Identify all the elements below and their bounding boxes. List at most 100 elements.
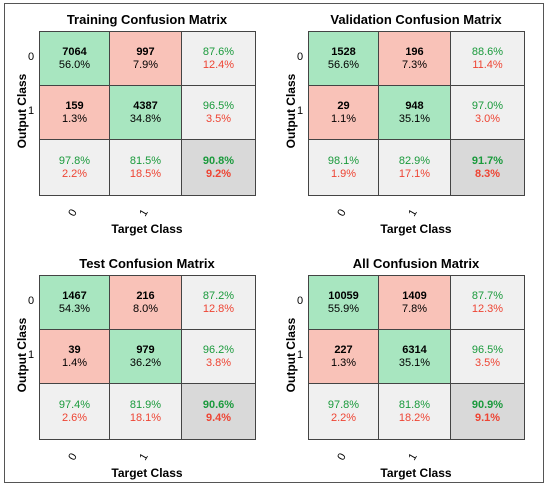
test-matrix-title: Test Confusion Matrix <box>79 256 215 271</box>
cell-percent-error: 17.1% <box>398 168 431 180</box>
cell-percent-correct: 97.8% <box>58 155 91 167</box>
cell-count: 1528 <box>331 46 356 58</box>
cell-count: 1409 <box>402 290 427 302</box>
training-x-axis-label: Target Class <box>111 222 183 236</box>
cell-percent: 8.0% <box>132 303 159 315</box>
validation-matrix-grid: 1528 56.6% 196 7.3% 88.6% 11.4% 29 1.1% 948 35.1%… <box>308 31 525 196</box>
validation-cell-r1-c1: 948 35.1% <box>378 85 451 140</box>
training-cell-r0-c0: 7064 56.0% <box>39 31 110 86</box>
cell-percent-error: 11.4% <box>472 59 503 71</box>
cell-percent-correct: 87.6% <box>202 46 235 58</box>
all-cell-r0-c0: 10059 55.9% <box>308 275 379 330</box>
cell-percent-error: 9.1% <box>474 412 501 424</box>
all-cell-r1-c2: 96.5% 3.5% <box>450 329 525 384</box>
cell-percent-error: 3.0% <box>474 113 501 125</box>
cell-percent-correct: 91.7% <box>471 155 504 167</box>
cell-count: 196 <box>405 46 424 58</box>
cell-percent-correct: 87.2% <box>202 290 235 302</box>
all-matrix-grid: 10059 55.9% 1409 7.8% 87.7% 12.3% 227 1.3% 6314 3… <box>308 275 525 440</box>
validation-cell-r2-c2: 91.7% 8.3% <box>450 139 525 196</box>
training-matrix-title: Training Confusion Matrix <box>66 12 228 27</box>
all-cell-r2-c0: 97.8% 2.2% <box>308 383 379 440</box>
cell-percent-correct: 96.2% <box>202 344 235 356</box>
cell-count: 997 <box>136 46 155 58</box>
cell-percent: 35.1% <box>398 113 431 125</box>
cell-percent-error: 2.2% <box>330 412 357 424</box>
training-y-tick-1: 1 <box>28 105 35 117</box>
training-matrix-grid: 7064 56.0% 997 7.9% 87.6% 12.4% 159 1.3% 4387 34.… <box>39 31 256 196</box>
training-confusion-matrix-panel: Training Confusion Matrix Output Class 0 1 7… <box>9 12 259 242</box>
cell-percent: 56.6% <box>327 59 360 71</box>
cell-percent-correct: 82.9% <box>398 155 431 167</box>
validation-cell-r1-c0: 29 1.1% <box>308 85 379 140</box>
cell-percent-error: 3.5% <box>474 357 501 369</box>
validation-y-tick-1: 1 <box>297 105 304 117</box>
cell-percent-error: 12.3% <box>471 303 504 315</box>
test-y-axis-label: Output Class <box>15 317 29 393</box>
all-y-tick-1: 1 <box>297 349 304 361</box>
validation-cell-r2-c1: 82.9% 17.1% <box>378 139 451 196</box>
all-x-axis-label: Target Class <box>380 466 452 480</box>
cell-percent-correct: 81.9% <box>129 399 162 411</box>
cell-percent: 36.2% <box>129 357 162 369</box>
cell-percent-error: 2.6% <box>61 412 88 424</box>
cell-percent-correct: 98.1% <box>327 155 360 167</box>
all-cell-r0-c2: 87.7% 12.3% <box>450 275 525 330</box>
training-cell-r1-c2: 96.5% 3.5% <box>181 85 256 140</box>
test-x-tick-1: 1 <box>137 451 151 463</box>
test-y-tick-0: 0 <box>28 295 35 307</box>
cell-count: 4387 <box>133 100 158 112</box>
test-cell-r2-c2: 90.6% 9.4% <box>181 383 256 440</box>
cell-count: 216 <box>136 290 155 302</box>
training-cell-r2-c2: 90.8% 9.2% <box>181 139 256 196</box>
test-cell-r1-c2: 96.2% 3.8% <box>181 329 256 384</box>
cell-percent-error: 8.3% <box>474 168 501 180</box>
validation-cell-r2-c0: 98.1% 1.9% <box>308 139 379 196</box>
training-x-tick-1: 1 <box>137 207 151 219</box>
cell-count: 7064 <box>62 46 87 58</box>
training-cell-r1-c1: 4387 34.8% <box>109 85 182 140</box>
training-y-axis-label: Output Class <box>15 73 29 149</box>
cell-percent-error: 2.2% <box>61 168 88 180</box>
cell-percent-correct: 87.7% <box>471 290 504 302</box>
cell-percent: 34.8% <box>129 113 162 125</box>
cell-percent-correct: 97.4% <box>58 399 91 411</box>
validation-y-axis-label: Output Class <box>284 73 298 149</box>
training-x-tick-0: 0 <box>66 207 80 219</box>
all-y-tick-0: 0 <box>297 295 304 307</box>
cell-percent-error: 18.5% <box>129 168 162 180</box>
validation-x-axis-label: Target Class <box>380 222 452 236</box>
validation-cell-r0-c1: 196 7.3% <box>378 31 451 86</box>
validation-y-tick-0: 0 <box>297 51 304 63</box>
cell-percent: 7.3% <box>401 59 428 71</box>
cell-percent: 56.0% <box>58 59 91 71</box>
cell-percent-correct: 81.5% <box>129 155 162 167</box>
cell-percent-error: 1.9% <box>330 168 357 180</box>
cell-percent: 35.1% <box>398 357 431 369</box>
test-x-axis-label: Target Class <box>111 466 183 480</box>
test-cell-r2-c1: 81.9% 18.1% <box>109 383 182 440</box>
training-y-tick-0: 0 <box>28 51 35 63</box>
cell-percent-correct: 97.8% <box>327 399 360 411</box>
validation-cell-r1-c2: 97.0% 3.0% <box>450 85 525 140</box>
validation-x-tick-0: 0 <box>335 207 349 219</box>
cell-count: 227 <box>334 344 353 356</box>
training-cell-r2-c1: 81.5% 18.5% <box>109 139 182 196</box>
cell-percent-error: 18.2% <box>398 412 431 424</box>
training-cell-r1-c0: 159 1.3% <box>39 85 110 140</box>
cell-count: 159 <box>65 100 84 112</box>
all-cell-r2-c2: 90.9% 9.1% <box>450 383 525 440</box>
test-cell-r0-c1: 216 8.0% <box>109 275 182 330</box>
all-matrix-title: All Confusion Matrix <box>352 256 480 271</box>
cell-count: 29 <box>337 100 350 112</box>
cell-count: 10059 <box>328 290 359 302</box>
cell-percent: 1.1% <box>330 113 357 125</box>
validation-cell-r0-c2: 88.6% 11.4% <box>450 31 525 86</box>
test-matrix-grid: 1467 54.3% 216 8.0% 87.2% 12.8% 39 1.4% 979 36.2%… <box>39 275 256 440</box>
cell-count: 979 <box>136 344 155 356</box>
all-x-tick-0: 0 <box>335 451 349 463</box>
cell-percent-correct: 81.8% <box>398 399 431 411</box>
cell-count: 6314 <box>402 344 427 356</box>
test-cell-r2-c0: 97.4% 2.6% <box>39 383 110 440</box>
cell-percent: 7.9% <box>132 59 159 71</box>
